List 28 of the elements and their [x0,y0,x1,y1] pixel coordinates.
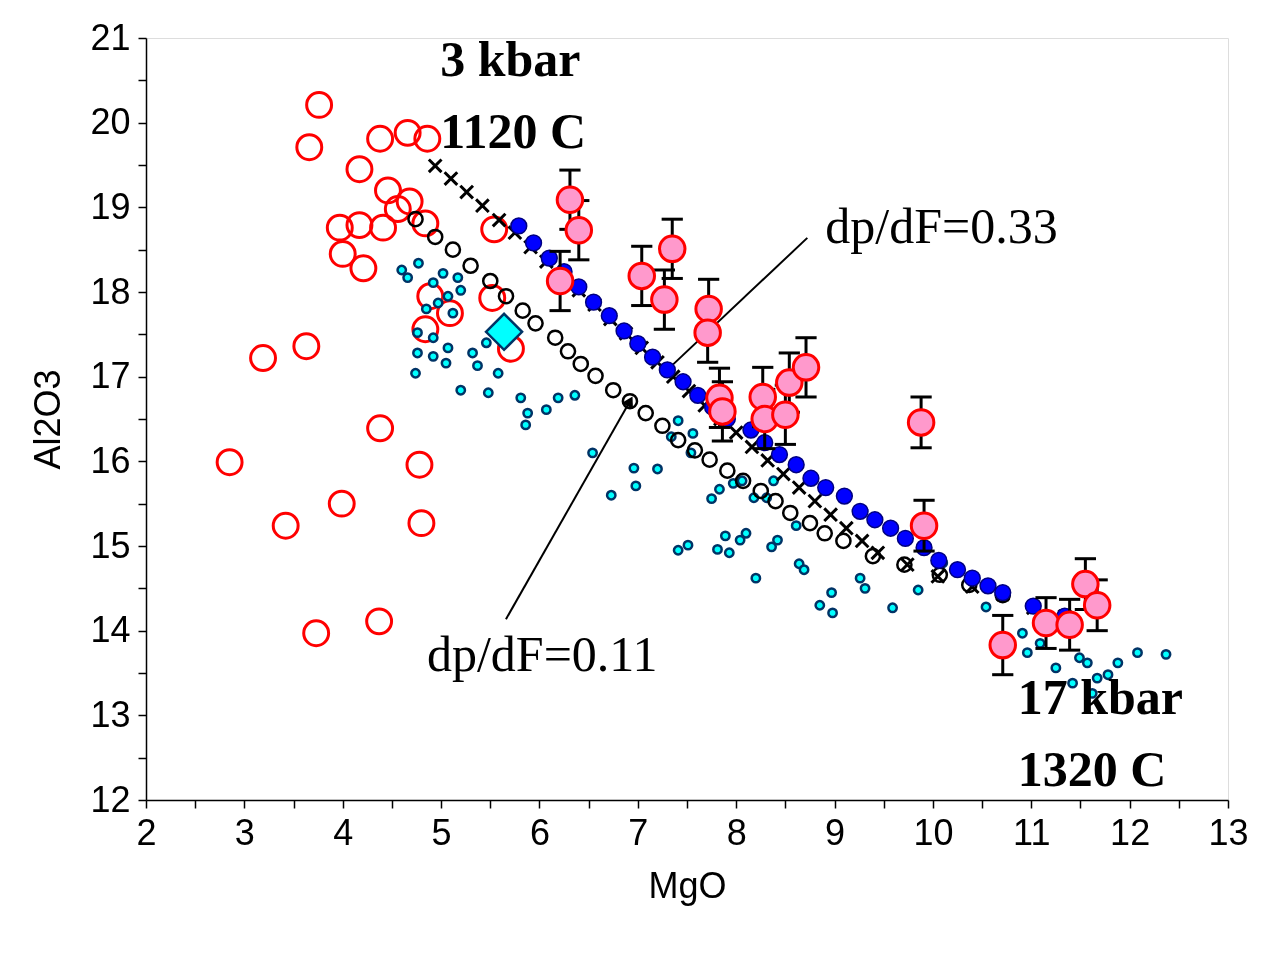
x-tick-label: 4 [333,811,354,853]
y-tick-label: 21 [90,16,131,58]
x-tick-label: 7 [628,811,649,853]
annotation: 17 kbar 1320 C [1017,669,1184,798]
annotation: dp/dF=0.33 [825,197,1058,254]
x-tick-label: 8 [726,811,747,853]
x-tick-label: 11 [1013,811,1051,853]
x-tick-label: 6 [529,811,550,853]
x-axis-title: MgO [648,864,727,906]
y-tick-label: 18 [90,270,131,312]
x-tick-label: 10 [913,811,954,853]
y-tick-label: 20 [90,101,131,143]
y-axis-title: Al2O3 [27,369,69,470]
x-tick-label: 9 [825,811,846,853]
y-tick-label: 15 [90,524,131,566]
x-tick-label: 12 [1110,811,1151,853]
y-tick-label: 14 [90,609,131,651]
x-tick-label: 3 [234,811,255,853]
y-tick-label: 13 [90,693,131,735]
y-tick-label: 17 [90,355,131,397]
annotation: 3 kbar 1120 C [440,30,587,159]
y-tick-label: 19 [90,185,131,227]
y-tick-label: 16 [90,439,131,481]
x-tick-label: 13 [1208,811,1249,853]
y-tick-label: 12 [90,778,131,820]
x-tick-label: 2 [136,811,157,853]
annotation: dp/dF=0.11 [426,626,658,683]
x-tick-label: 5 [431,811,452,853]
